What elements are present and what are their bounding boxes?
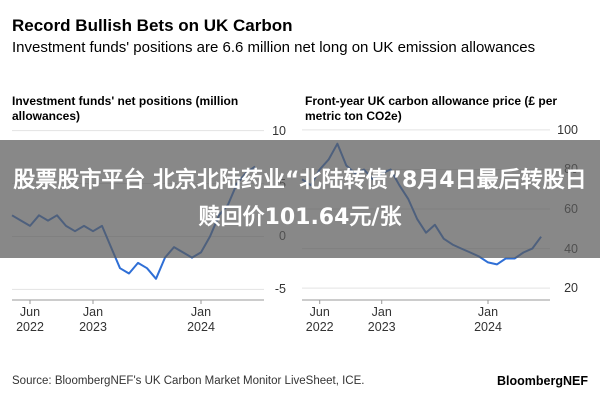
chart-title: Front-year UK carbon allowance price (£ … <box>305 94 558 123</box>
source: Source: BloombergNEF's UK Carbon Market … <box>12 375 365 387</box>
overlay-text: 股票股市平台 北京北陆药业“北陆转债”8月4日最后转股日 赎回价101.64元/… <box>13 168 587 230</box>
x-tick-label: Jun 2022 <box>16 305 44 334</box>
subtitle: Investment funds' positions are 6.6 mill… <box>12 39 536 56</box>
x-tick-label: Jan 2024 <box>187 305 215 334</box>
x-tick-label: Jun 2022 <box>305 305 334 334</box>
x-tick-label: Jan 2024 <box>474 305 502 334</box>
y-tick-label: 20 <box>564 281 578 296</box>
x-tick-label: Jan 2023 <box>367 305 396 334</box>
title: Record Bullish Bets on UK Carbon <box>12 16 293 35</box>
y-tick-label: 100 <box>557 122 578 137</box>
overlay-banner: 股票股市平台 北京北陆药业“北陆转债”8月4日最后转股日 赎回价101.64元/… <box>0 140 600 258</box>
y-tick-label: -5 <box>274 282 286 297</box>
chart-title: Investment funds' net positions (million… <box>12 94 239 123</box>
y-tick-label: 10 <box>272 123 286 138</box>
brand: BloombergNEF <box>497 374 588 388</box>
x-tick-label: Jan 2023 <box>79 305 107 334</box>
